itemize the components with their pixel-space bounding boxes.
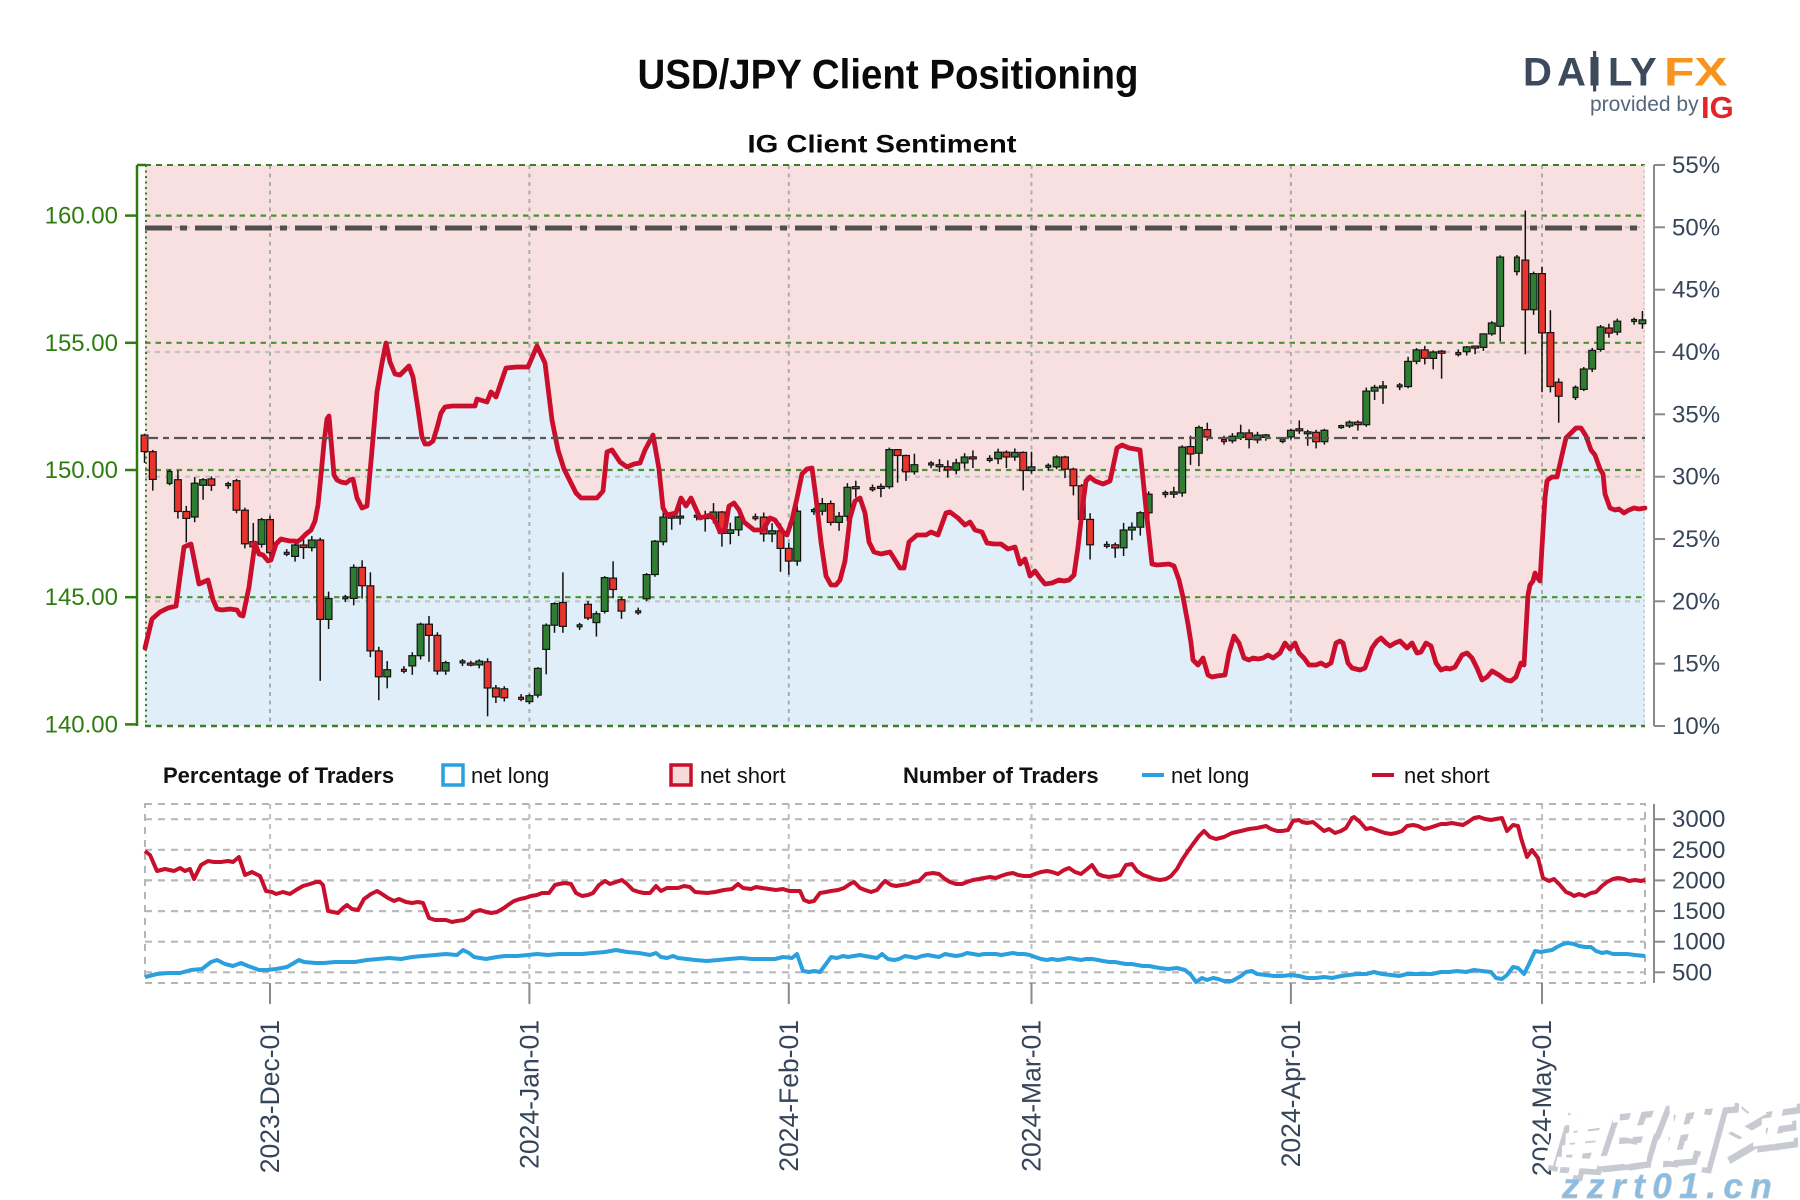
- svg-text:1000: 1000: [1672, 929, 1725, 956]
- svg-text:1500: 1500: [1672, 898, 1725, 925]
- svg-text:35%: 35%: [1672, 401, 1720, 428]
- svg-text:160.00: 160.00: [45, 203, 118, 230]
- svg-text:2024-Mar-01: 2024-Mar-01: [1017, 1020, 1047, 1172]
- svg-text:150.00: 150.00: [45, 457, 118, 484]
- svg-text:provided by: provided by: [1590, 93, 1699, 116]
- svg-text:2024-Feb-01: 2024-Feb-01: [774, 1020, 804, 1172]
- svg-text:15%: 15%: [1672, 651, 1720, 678]
- svg-text:40%: 40%: [1672, 339, 1720, 366]
- svg-text:2024-Jan-01: 2024-Jan-01: [514, 1020, 544, 1169]
- svg-text:net short: net short: [1404, 763, 1490, 788]
- svg-text:L: L: [1608, 51, 1632, 95]
- svg-text:155.00: 155.00: [45, 330, 118, 357]
- svg-text:IG: IG: [1701, 90, 1734, 125]
- svg-text:10%: 10%: [1672, 713, 1720, 740]
- svg-text:D: D: [1523, 51, 1552, 95]
- svg-text:145.00: 145.00: [45, 584, 118, 611]
- svg-text:FX: FX: [1664, 51, 1728, 95]
- svg-text:2024-Apr-01: 2024-Apr-01: [1276, 1020, 1306, 1167]
- svg-text:55%: 55%: [1672, 152, 1720, 179]
- svg-text:140.00: 140.00: [45, 711, 118, 738]
- svg-text:30%: 30%: [1672, 464, 1720, 491]
- svg-text:2000: 2000: [1672, 867, 1725, 894]
- svg-text:Y: Y: [1630, 51, 1657, 95]
- svg-text:2023-Dec-01: 2023-Dec-01: [255, 1020, 285, 1173]
- svg-text:25%: 25%: [1672, 526, 1720, 553]
- svg-text:net long: net long: [471, 763, 549, 788]
- svg-text:45%: 45%: [1672, 277, 1720, 304]
- svg-text:50%: 50%: [1672, 214, 1720, 241]
- svg-text:net long: net long: [1171, 763, 1249, 788]
- svg-text:Percentage of Traders: Percentage of Traders: [163, 763, 394, 788]
- svg-text:net short: net short: [700, 763, 786, 788]
- svg-text:3000: 3000: [1672, 806, 1725, 833]
- svg-text:A: A: [1557, 51, 1586, 95]
- svg-text:Number of Traders: Number of Traders: [903, 763, 1099, 788]
- svg-text:2500: 2500: [1672, 837, 1725, 864]
- svg-text:IG Client Sentiment: IG Client Sentiment: [748, 131, 1018, 159]
- svg-text:zzrt01.cn: zzrt01.cn: [1561, 1167, 1779, 1200]
- svg-text:20%: 20%: [1672, 588, 1720, 615]
- svg-text:500: 500: [1672, 959, 1712, 986]
- svg-text:USD/JPY Client Positioning: USD/JPY Client Positioning: [638, 51, 1139, 98]
